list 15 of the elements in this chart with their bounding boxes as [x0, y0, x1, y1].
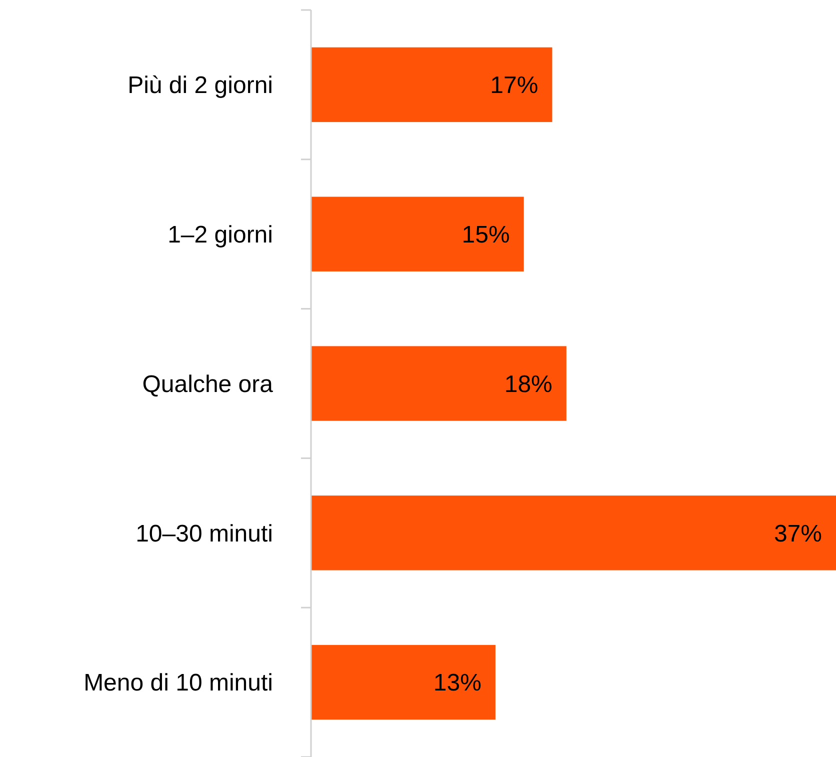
- bar: [311, 496, 836, 570]
- data-label: 17%: [490, 72, 538, 100]
- data-label: 18%: [504, 370, 552, 398]
- data-label: 15%: [462, 222, 510, 248]
- y-tick-label: Qualche ora: [142, 370, 274, 398]
- bar: [311, 644, 496, 720]
- bar: [311, 47, 552, 122]
- y-tick-label: 1–2 giorni: [168, 222, 273, 248]
- y-tick-label: Meno di 10 minuti: [84, 670, 273, 697]
- bar: [311, 346, 566, 421]
- y-tick-label: 10–30 minuti: [136, 520, 273, 548]
- data-label: 37%: [774, 520, 822, 548]
- data-label: 13%: [433, 670, 482, 697]
- y-tick-label: Più di 2 giorni: [128, 72, 273, 100]
- bar: [311, 196, 524, 272]
